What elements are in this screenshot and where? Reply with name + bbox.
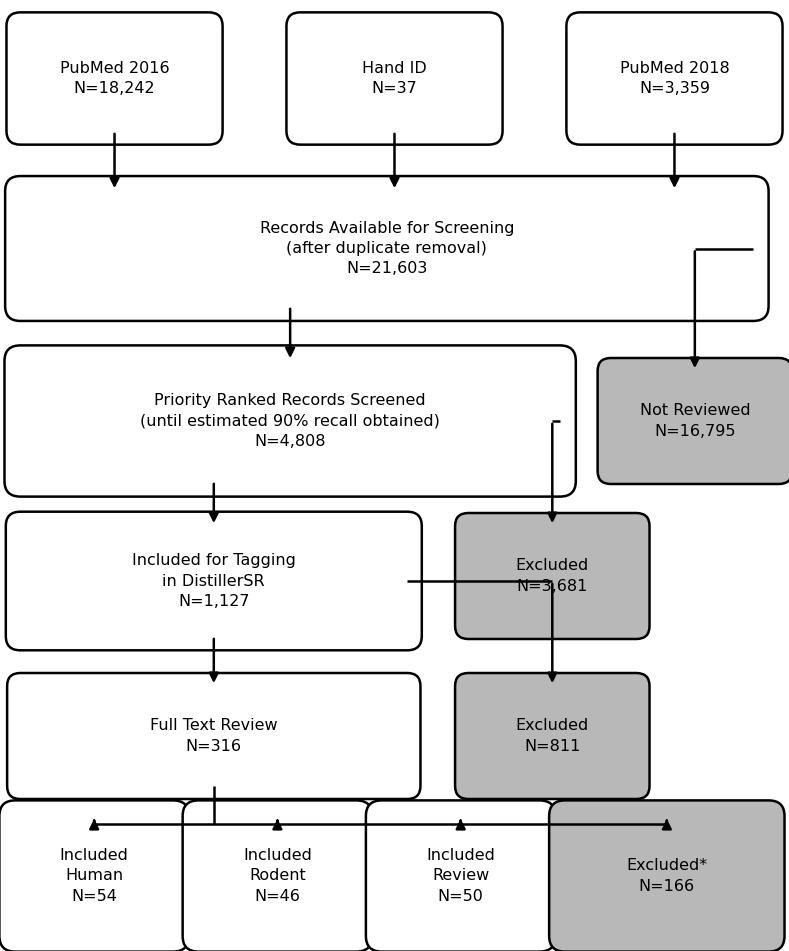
FancyBboxPatch shape	[6, 12, 222, 145]
Text: Priority Ranked Records Screened
(until estimated 90% recall obtained)
N=4,808: Priority Ranked Records Screened (until …	[140, 393, 440, 449]
Text: Excluded
N=3,681: Excluded N=3,681	[516, 558, 589, 593]
FancyBboxPatch shape	[6, 512, 422, 650]
Text: Included
Review
N=50: Included Review N=50	[426, 848, 495, 903]
Text: Excluded
N=811: Excluded N=811	[516, 718, 589, 754]
FancyBboxPatch shape	[549, 801, 784, 951]
FancyBboxPatch shape	[455, 673, 649, 799]
FancyBboxPatch shape	[0, 801, 189, 951]
FancyBboxPatch shape	[567, 12, 783, 145]
Text: Excluded*
N=166: Excluded* N=166	[626, 859, 708, 894]
Text: Included
Human
N=54: Included Human N=54	[60, 848, 129, 903]
Text: Full Text Review
N=316: Full Text Review N=316	[150, 718, 278, 754]
FancyBboxPatch shape	[182, 801, 372, 951]
Text: Hand ID
N=37: Hand ID N=37	[362, 61, 427, 96]
FancyBboxPatch shape	[597, 358, 789, 484]
FancyBboxPatch shape	[286, 12, 503, 145]
Text: Records Available for Screening
(after duplicate removal)
N=21,603: Records Available for Screening (after d…	[260, 221, 514, 277]
Text: Included for Tagging
in DistillerSR
N=1,127: Included for Tagging in DistillerSR N=1,…	[132, 553, 296, 609]
FancyBboxPatch shape	[455, 513, 649, 639]
Text: PubMed 2016
N=18,242: PubMed 2016 N=18,242	[60, 61, 170, 96]
FancyBboxPatch shape	[5, 345, 576, 496]
Text: Not Reviewed
N=16,795: Not Reviewed N=16,795	[640, 403, 750, 438]
FancyBboxPatch shape	[6, 176, 768, 320]
FancyBboxPatch shape	[366, 801, 555, 951]
Text: PubMed 2018
N=3,359: PubMed 2018 N=3,359	[619, 61, 729, 96]
Text: Included
Rodent
N=46: Included Rodent N=46	[243, 848, 312, 903]
FancyBboxPatch shape	[7, 673, 421, 799]
